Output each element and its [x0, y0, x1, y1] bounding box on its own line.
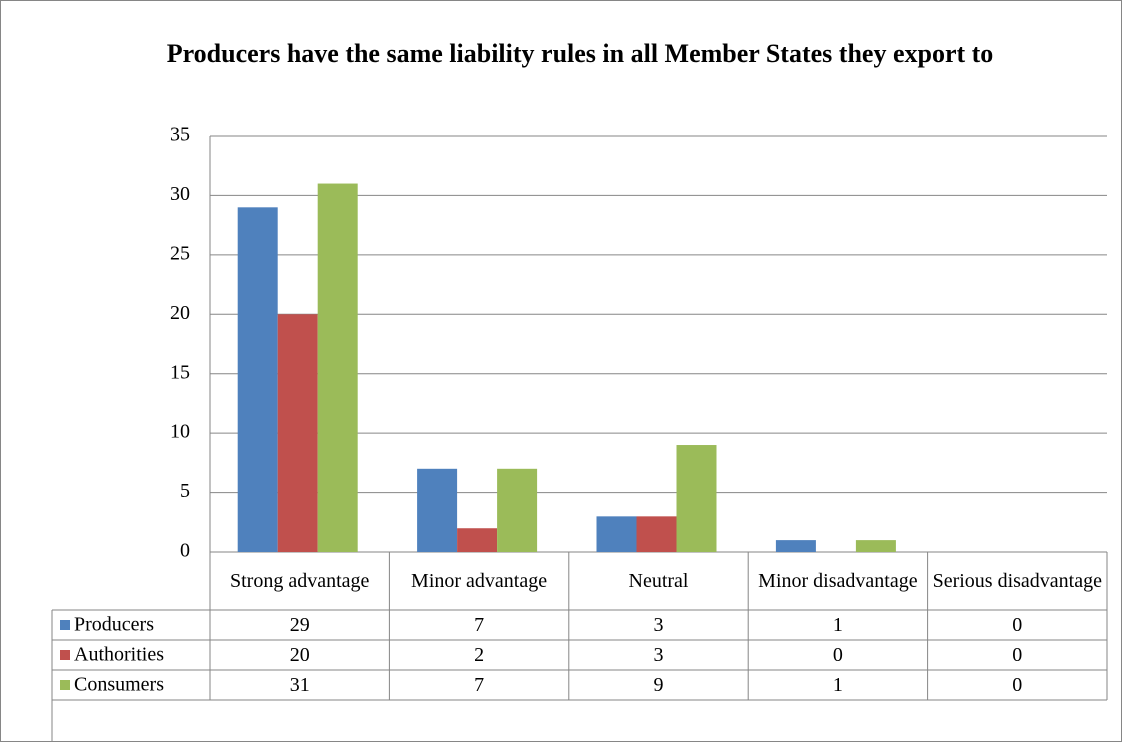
- table-value: 3: [653, 643, 664, 666]
- legend-label: Producers: [74, 614, 154, 636]
- bar: [636, 516, 677, 552]
- table-value: 1: [832, 673, 843, 696]
- table-value: 9: [653, 673, 664, 696]
- table-value: 31: [289, 673, 310, 696]
- bar: [855, 540, 896, 552]
- bar: [317, 183, 358, 553]
- x-tick-label: Minor disadvantage: [758, 569, 918, 592]
- y-tick-label: 30: [170, 183, 190, 205]
- table-value: 2: [474, 643, 485, 666]
- chart-title: Producers have the same liability rules …: [166, 39, 994, 68]
- table-value: 0: [832, 643, 843, 666]
- legend-label: Consumers: [74, 674, 164, 696]
- bar: [775, 540, 816, 552]
- bar: [277, 314, 318, 552]
- y-tick-label: 35: [170, 124, 190, 146]
- y-tick-label: 15: [170, 361, 190, 383]
- x-tick-label: Strong advantage: [229, 569, 370, 592]
- table-value: 20: [289, 643, 310, 666]
- table-value: 3: [653, 613, 664, 636]
- bar: [417, 468, 458, 552]
- y-tick-label: 10: [170, 421, 190, 443]
- legend-label: Authorities: [74, 644, 164, 666]
- table-value: 0: [1012, 613, 1023, 636]
- y-tick-label: 20: [170, 302, 190, 324]
- table-value: 7: [474, 673, 485, 696]
- y-tick-label: 25: [170, 242, 190, 264]
- table-value: 0: [1012, 673, 1023, 696]
- table-value: 7: [474, 613, 485, 636]
- legend-key: [60, 680, 70, 690]
- bar: [596, 516, 637, 552]
- legend-key: [60, 620, 70, 630]
- x-tick-label: Serious disadvantage: [932, 569, 1102, 592]
- y-tick-label: 5: [180, 480, 190, 502]
- x-tick-label: Neutral: [628, 569, 689, 592]
- bar: [237, 207, 278, 553]
- x-tick-label: Minor advantage: [411, 569, 548, 592]
- table-value: 0: [1012, 643, 1023, 666]
- bar: [457, 528, 498, 552]
- bar: [497, 468, 538, 552]
- y-tick-label: 0: [180, 540, 190, 562]
- table-value: 1: [832, 613, 843, 636]
- table-value: 29: [289, 613, 310, 636]
- bar: [676, 445, 717, 552]
- legend-key: [60, 650, 70, 660]
